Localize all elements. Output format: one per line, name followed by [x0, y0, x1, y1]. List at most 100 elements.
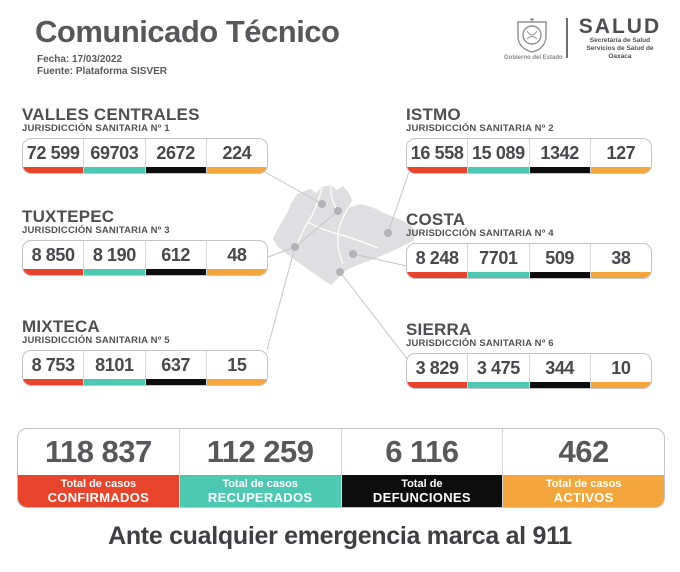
- total-deaths-value: 6 116: [385, 434, 459, 469]
- confirmed-cell: 8 753: [23, 351, 85, 385]
- recovered-value: 8101: [95, 354, 134, 375]
- active-strip: [590, 272, 651, 278]
- active-strip: [590, 382, 651, 388]
- jurisdiction-sierra: SIERRA JURISDICCIÓN SANITARIA Nº 6 3 829…: [406, 321, 652, 389]
- stats-box: 72 599 69703 2672 224: [22, 138, 268, 174]
- deaths-cell: 637: [145, 351, 207, 385]
- deaths-strip: [145, 167, 206, 173]
- jurisdiction-subtitle: JURISDICCIÓN SANITARIA Nº 4: [406, 228, 554, 239]
- jurisdiction-subtitle: JURISDICCIÓN SANITARIA Nº 5: [22, 335, 170, 346]
- total-confirmed: 118 837 Total de casos CONFIRMADOS: [18, 429, 180, 507]
- total-active-label: Total de casos ACTIVOS: [503, 475, 664, 507]
- deaths-strip: [529, 272, 590, 278]
- active-cell: 38: [590, 244, 651, 278]
- recovered-cell: 8 190: [84, 241, 146, 275]
- jurisdiction-costa: COSTA JURISDICCIÓN SANITARIA Nº 4 8 248 …: [406, 211, 652, 279]
- jurisdiction-valles-centrales: VALLES CENTRALES JURISDICCIÓN SANITARIA …: [22, 106, 268, 174]
- active-strip: [206, 379, 267, 385]
- active-value: 15: [227, 354, 247, 375]
- confirmed-cell: 16 558: [407, 139, 469, 173]
- active-value: 10: [611, 357, 631, 378]
- recovered-value: 15 089: [472, 142, 525, 163]
- active-strip: [590, 167, 651, 173]
- recovered-cell: 3 475: [468, 354, 530, 388]
- active-cell: 224: [206, 139, 267, 173]
- active-value: 48: [227, 244, 247, 265]
- total-recovered: 112 259 Total de casos RECUPERADOS: [179, 429, 342, 507]
- confirmed-value: 16 558: [410, 142, 464, 163]
- total-recovered-label: Total de casos RECUPERADOS: [179, 475, 341, 507]
- label-top: Total de casos: [545, 478, 622, 490]
- deaths-value: 637: [161, 354, 191, 375]
- deaths-cell: 1342: [529, 139, 591, 173]
- confirmed-value: 8 850: [31, 244, 75, 265]
- recovered-cell: 69703: [84, 139, 146, 173]
- confirmed-cell: 8 248: [407, 244, 469, 278]
- deaths-cell: 509: [529, 244, 591, 278]
- oaxaca-silhouette: [273, 185, 417, 285]
- stats-box: 16 558 15 089 1342 127: [406, 138, 652, 174]
- total-recovered-value: 112 259: [206, 434, 314, 469]
- confirmed-cell: 72 599: [23, 139, 85, 173]
- header-meta: Fecha: 17/03/2022 Fuente: Plataforma SIS…: [37, 54, 167, 78]
- jurisdiction-name: TUXTEPEC: [22, 207, 115, 226]
- deaths-value: 2672: [156, 142, 195, 163]
- confirmed-value: 72 599: [26, 142, 80, 163]
- active-cell: 127: [590, 139, 651, 173]
- label-bottom: RECUPERADOS: [207, 490, 313, 505]
- jurisdiction-name: MIXTECA: [22, 317, 100, 336]
- confirmed-strip: [407, 272, 468, 278]
- active-cell: 10: [590, 354, 651, 388]
- total-deaths: 6 116 Total de DEFUNCIONES: [341, 429, 504, 507]
- confirmed-cell: 3 829: [407, 354, 469, 388]
- confirmed-strip: [407, 167, 468, 173]
- confirmed-strip: [407, 382, 468, 388]
- salud-sub1: Secretaría de Salud: [589, 36, 651, 44]
- state-crest: Gobierno del Estado: [504, 16, 563, 61]
- recovered-strip: [84, 269, 145, 275]
- logo-divider: [566, 18, 568, 58]
- deaths-value: 344: [545, 357, 575, 378]
- total-active-value: 462: [558, 434, 610, 469]
- jurisdiction-name: VALLES CENTRALES: [22, 105, 200, 124]
- date-label: Fecha: 17/03/2022: [37, 54, 123, 65]
- jurisdiction-istmo: ISTMO JURISDICCIÓN SANITARIA Nº 2 16 558…: [406, 106, 652, 174]
- deaths-value: 612: [161, 244, 191, 265]
- confirmed-cell: 8 850: [23, 241, 85, 275]
- recovered-strip: [84, 167, 145, 173]
- active-value: 38: [611, 247, 631, 268]
- confirmed-value: 8 248: [415, 247, 459, 268]
- recovered-cell: 8101: [84, 351, 146, 385]
- label-bottom: ACTIVOS: [553, 490, 614, 505]
- active-value: 224: [222, 142, 252, 163]
- recovered-strip: [468, 382, 529, 388]
- coat-of-arms-icon: [504, 16, 560, 54]
- recovered-strip: [468, 167, 529, 173]
- deaths-strip: [529, 167, 590, 173]
- jurisdiction-tuxtepec: TUXTEPEC JURISDICCIÓN SANITARIA Nº 3 8 8…: [22, 208, 268, 276]
- deaths-strip: [145, 379, 206, 385]
- total-confirmed-value: 118 837: [44, 434, 152, 469]
- recovered-value: 69703: [90, 142, 139, 163]
- confirmed-value: 8 753: [31, 354, 75, 375]
- salud-logo: Gobierno del Estado SALUD Secretaría de …: [504, 12, 664, 64]
- jurisdiction-subtitle: JURISDICCIÓN SANITARIA Nº 6: [406, 338, 554, 349]
- active-cell: 48: [206, 241, 267, 275]
- deaths-cell: 344: [529, 354, 591, 388]
- stats-box: 8 850 8 190 612 48: [22, 240, 268, 276]
- salud-wordmark: SALUD Secretaría de Salud Servicios de S…: [576, 16, 664, 61]
- salud-sub2: Servicios de Salud de Oaxaca: [586, 44, 654, 60]
- total-active: 462 Total de casos ACTIVOS: [503, 429, 664, 507]
- recovered-value: 7701: [479, 247, 518, 268]
- recovered-value: 8 190: [92, 244, 136, 265]
- confirmed-strip: [23, 379, 84, 385]
- label-top: Total de casos: [222, 478, 298, 490]
- label-top: Total de: [401, 478, 443, 490]
- jurisdiction-name: COSTA: [406, 210, 466, 229]
- deaths-value: 509: [545, 247, 575, 268]
- emergency-message: Ante cualquier emergencia marca al 911: [108, 522, 572, 550]
- label-bottom: CONFIRMADOS: [47, 490, 150, 505]
- recovered-cell: 15 089: [468, 139, 530, 173]
- deaths-strip: [529, 382, 590, 388]
- page-title: Comunicado Técnico: [35, 14, 340, 49]
